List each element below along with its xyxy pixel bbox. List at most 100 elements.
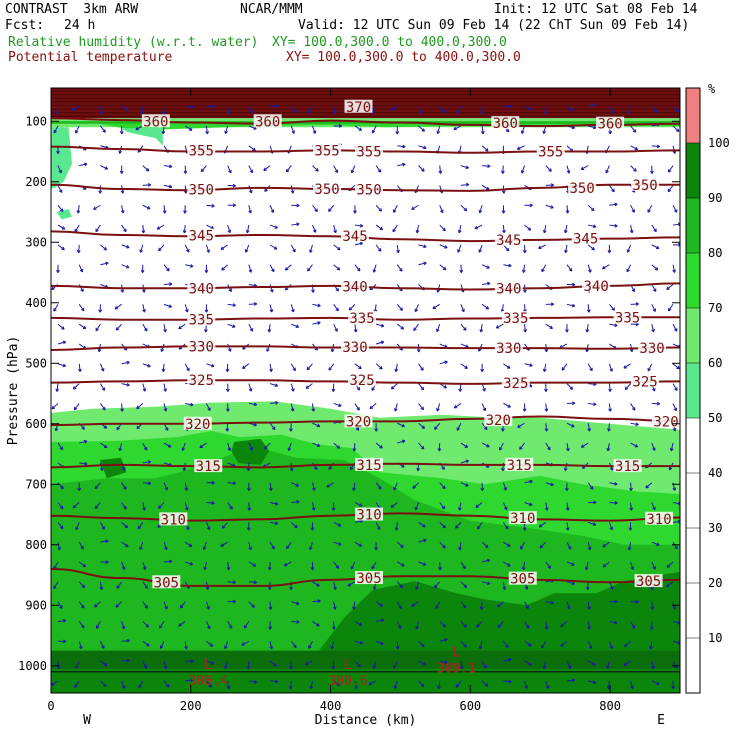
wind-vector [78, 304, 85, 312]
wind-arrowhead [508, 658, 512, 662]
wind-arrowhead [666, 583, 670, 587]
wind-arrowhead [296, 500, 300, 504]
wind-arrowhead [332, 626, 336, 630]
wind-arrowhead [245, 229, 250, 234]
wind-vector [411, 601, 419, 607]
wind-vector [185, 679, 194, 682]
wind-vector [566, 105, 574, 112]
colorbar-unit: % [708, 82, 716, 96]
wind-arrowhead [423, 261, 427, 266]
theta-label-bg [645, 511, 674, 525]
wind-vector [439, 165, 442, 174]
wind-arrowhead [444, 360, 448, 365]
wind-arrowhead [502, 230, 506, 234]
wind-vector [541, 641, 547, 649]
wind-arrowhead [273, 662, 277, 667]
theta-label-bg [187, 143, 216, 157]
wind-arrowhead [520, 130, 525, 134]
wind-vector [121, 264, 130, 269]
wind-vector [481, 660, 487, 669]
theta-label-bg [484, 413, 513, 427]
wind-arrowhead [457, 229, 462, 234]
wind-arrowhead [292, 367, 296, 372]
wind-arrowhead [160, 348, 164, 352]
wind-arrowhead [267, 586, 272, 591]
wind-vector [227, 561, 230, 570]
wind-arrowhead [550, 205, 554, 209]
wind-arrowhead [190, 402, 194, 407]
wind-vector [100, 680, 107, 687]
wind-vector [328, 363, 335, 371]
wind-vector [269, 502, 278, 505]
wind-arrowhead [589, 486, 594, 490]
wind-vector [651, 244, 660, 249]
wind-arrowhead [567, 606, 571, 610]
wind-vector [453, 125, 462, 130]
wind-vector [72, 502, 80, 509]
wind-vector [587, 264, 592, 273]
wind-arrowhead [538, 245, 542, 250]
wind-arrowhead [352, 487, 356, 491]
wind-arrowhead [226, 110, 231, 115]
wind-vector [140, 244, 144, 253]
wind-vector [142, 640, 150, 647]
wind-vector [95, 323, 101, 332]
wind-arrowhead [143, 665, 147, 669]
wind-arrowhead [496, 604, 501, 608]
wind-vector [248, 561, 256, 567]
wind-arrowhead [291, 130, 295, 134]
wind-arrowhead [474, 225, 478, 230]
wind-vector [142, 363, 151, 367]
wind-vector [609, 323, 618, 327]
wind-arrowhead [478, 645, 483, 650]
wind-arrowhead [80, 545, 84, 550]
wind-arrowhead [668, 467, 673, 471]
wind-arrowhead [226, 685, 231, 690]
wind-vector [326, 482, 334, 488]
wind-vector [121, 541, 129, 548]
wind-vector [142, 304, 146, 313]
wind-vector [502, 165, 504, 174]
wind-vector [93, 204, 101, 210]
wind-arrowhead [53, 585, 57, 590]
wind-vector [496, 323, 504, 329]
wind-vector [566, 581, 575, 585]
wind-arrowhead [248, 269, 253, 273]
theta-contour-label: 350 [356, 183, 381, 199]
wind-vector [609, 224, 618, 227]
wind-arrowhead [144, 328, 148, 332]
wind-vector [460, 343, 469, 348]
wind-arrowhead [184, 646, 188, 650]
wind-vector [375, 619, 385, 622]
wind-vector [650, 641, 653, 650]
wind-arrowhead [520, 170, 525, 174]
wind-arrowhead [138, 684, 142, 689]
wind-arrowhead [567, 546, 572, 550]
wind-vector [608, 185, 615, 193]
wind-vector [670, 442, 674, 451]
theta-contour-label: 350 [632, 178, 657, 194]
wind-arrowhead [672, 606, 677, 610]
wind-vector [608, 641, 613, 649]
wind-vector [566, 679, 575, 682]
wind-arrowhead [183, 210, 187, 214]
wind-arrowhead [253, 680, 258, 684]
wind-vector [439, 244, 448, 249]
wind-vector [51, 680, 59, 686]
theta-label-bg [501, 310, 530, 324]
wind-arrowhead [421, 643, 425, 648]
wind-arrowhead [315, 168, 319, 172]
wind-arrowhead [99, 111, 104, 115]
theta-label-bg [187, 228, 216, 242]
wind-vector [354, 519, 363, 523]
wind-arrowhead [121, 566, 126, 570]
wind-vector [482, 282, 491, 286]
wind-arrowhead [652, 388, 656, 392]
wind-arrowhead [81, 624, 85, 629]
wind-vector [439, 343, 448, 348]
wind-arrowhead [522, 249, 527, 254]
wind-vector [418, 640, 425, 648]
wind-arrowhead [635, 422, 639, 427]
wind-vector [114, 303, 122, 310]
wind-arrowhead [225, 388, 230, 392]
